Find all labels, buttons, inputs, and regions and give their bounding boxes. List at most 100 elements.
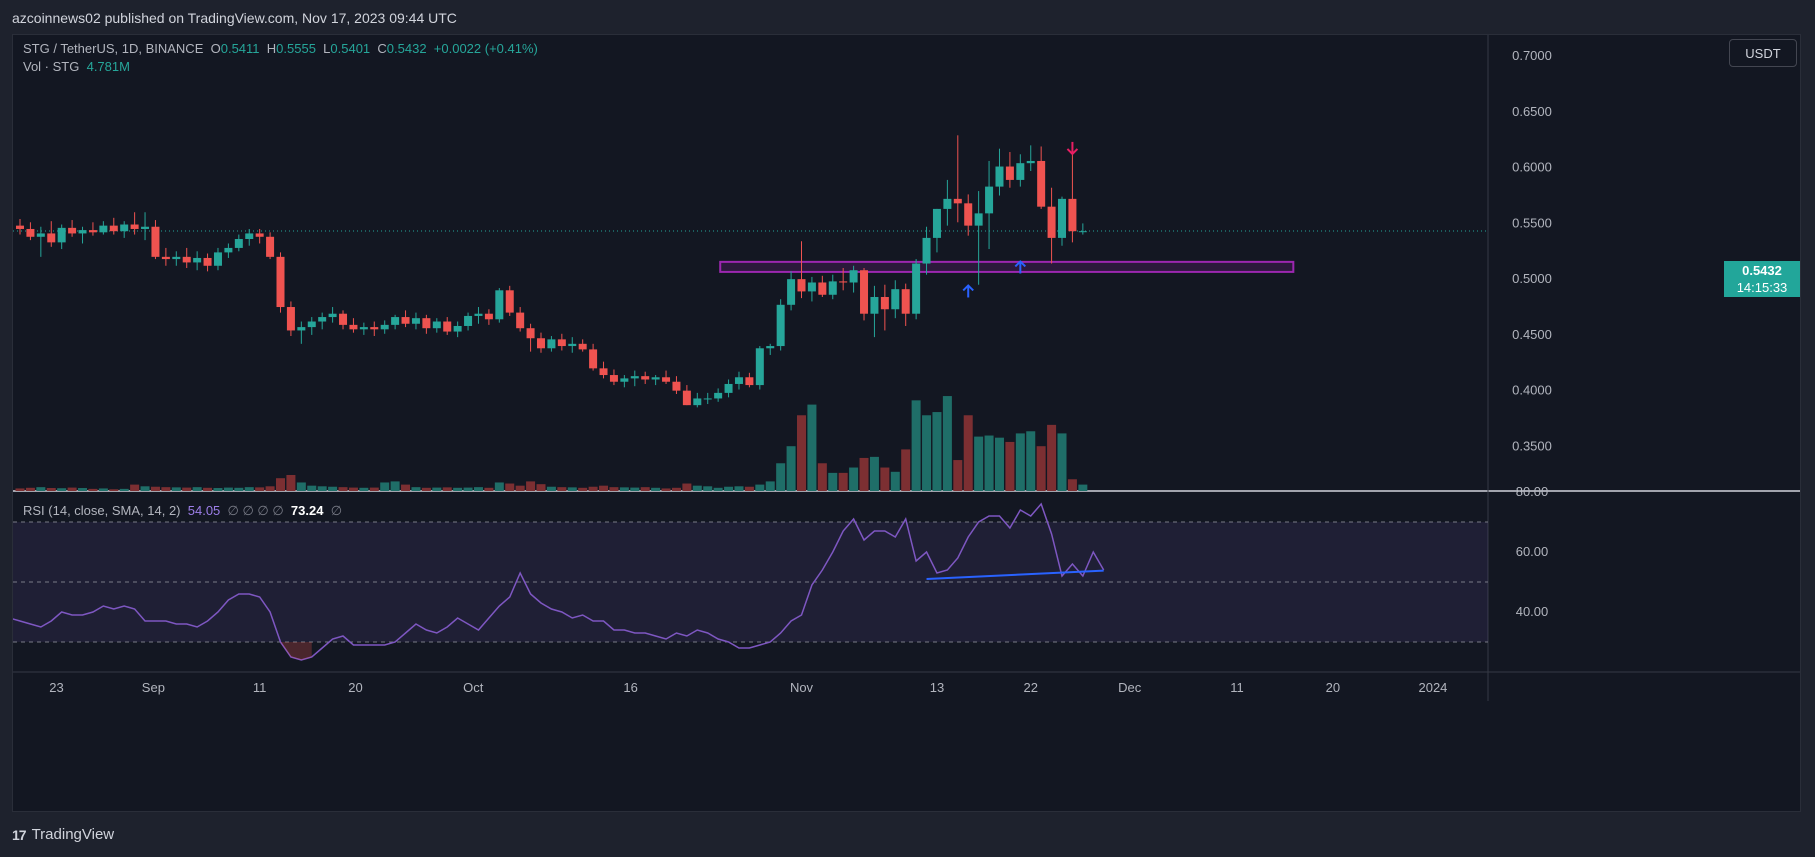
volume-bar <box>192 487 202 491</box>
candle-body <box>224 247 233 253</box>
volume-bar <box>974 436 984 491</box>
candle-body <box>766 346 775 349</box>
volume-bar <box>911 400 921 491</box>
candle-body <box>193 257 202 263</box>
time-tick-label: 11 <box>253 680 267 695</box>
volume-bar <box>744 486 754 491</box>
candle-body <box>276 256 285 308</box>
volume-bar <box>599 485 609 491</box>
volume-bar <box>869 456 879 491</box>
close-value: 0.5432 <box>386 41 427 56</box>
volume-bar <box>786 446 796 491</box>
volume-bar <box>109 489 119 491</box>
volume-bar <box>484 487 494 491</box>
candle-body <box>609 375 618 382</box>
candle-body <box>662 377 671 382</box>
volume-bar <box>505 483 515 491</box>
candle-body <box>922 237 931 264</box>
volume-bar <box>578 487 588 491</box>
volume-bar <box>755 484 765 491</box>
candle-body <box>787 279 796 305</box>
candle-body <box>255 233 264 237</box>
candle-body <box>912 263 921 314</box>
candle-body <box>370 327 379 330</box>
arrow-down-icon <box>1066 141 1079 156</box>
candle-body <box>682 390 691 406</box>
candle-body <box>359 327 368 330</box>
volume-bar <box>1047 424 1057 491</box>
candle-body <box>745 377 754 386</box>
arrow-up-icon <box>1014 260 1027 274</box>
candle-body <box>807 282 816 292</box>
candle-body <box>120 224 129 232</box>
candle-body <box>995 166 1004 187</box>
volume-bar <box>307 485 317 491</box>
candle-body <box>964 203 973 226</box>
candle-body <box>703 398 712 400</box>
candle-body <box>203 257 212 266</box>
volume-bar <box>328 486 338 491</box>
volume-bar <box>88 488 98 491</box>
volume-bar <box>390 481 400 491</box>
candle-body <box>234 239 243 248</box>
volume-bar <box>588 486 598 491</box>
candle-body <box>891 289 900 310</box>
close-label: C <box>377 41 387 56</box>
rsi-oversold-fill <box>280 642 312 660</box>
candle-body <box>578 343 587 350</box>
candle-body <box>36 233 45 237</box>
symbol-name[interactable]: STG / TetherUS, 1D, BINANCE <box>23 41 204 56</box>
volume-bar <box>1067 479 1077 491</box>
candle-body <box>266 236 275 257</box>
time-tick-label: Dec <box>1118 680 1142 695</box>
volume-bar <box>661 488 671 491</box>
time-tick-label: 22 <box>1024 680 1038 695</box>
symbol-legend[interactable]: STG / TetherUS, 1D, BINANCE O0.5411 H0.5… <box>23 41 538 56</box>
volume-bar <box>546 486 556 491</box>
volume-bar <box>797 415 806 491</box>
volume-bar <box>1026 431 1036 491</box>
candle-body <box>141 226 150 229</box>
volume-bar <box>734 486 744 491</box>
volume-legend[interactable]: Vol · STG 4.781M <box>23 59 130 74</box>
candle-body <box>297 327 306 331</box>
volume-bar <box>286 475 296 491</box>
volume-bar <box>682 483 692 491</box>
volume-bar <box>557 487 567 491</box>
volume-bar <box>1015 433 1025 491</box>
volume-bar <box>234 487 244 491</box>
rsi-legend[interactable]: RSI (14, close, SMA, 14, 2) 54.05 ∅ ∅ ∅ … <box>23 503 342 519</box>
volume-bar <box>619 487 629 491</box>
candle-body <box>693 398 702 406</box>
currency-button[interactable]: USDT <box>1729 39 1797 67</box>
candle-body <box>26 228 35 237</box>
candle-body <box>16 225 24 229</box>
candle-body <box>568 343 577 347</box>
candle-body <box>495 290 504 320</box>
chart-canvas[interactable]: 0.3500 0.4000 0.4500 0.5000 0.5500 0.6000 0.65… <box>13 35 1801 812</box>
candle-body <box>57 227 66 243</box>
volume-bar <box>25 487 35 491</box>
candle-body <box>88 230 97 233</box>
volume-bar <box>255 487 265 491</box>
volume-bar <box>57 488 67 491</box>
candle-body <box>464 315 473 326</box>
volume-bar <box>463 487 473 491</box>
volume-bar <box>849 467 859 491</box>
arrow-head <box>1066 148 1079 156</box>
candle-body <box>130 224 139 229</box>
time-tick-label: Oct <box>463 680 484 695</box>
candle-body <box>245 233 254 240</box>
last-price: 0.5432 <box>1742 263 1782 278</box>
volume-bar <box>963 415 973 491</box>
candle-body <box>1037 160 1046 207</box>
volume-bar <box>161 487 171 491</box>
tradingview-brand[interactable]: 17 TradingView <box>12 826 114 843</box>
volume-bar <box>713 487 723 491</box>
volume-bar <box>901 449 911 491</box>
volume-bar <box>98 488 108 491</box>
chart-frame[interactable]: 0.3500 0.4000 0.4500 0.5000 0.5500 0.6000 0.65… <box>12 34 1801 812</box>
volume-bar <box>609 487 619 491</box>
volume-bar <box>380 482 390 491</box>
candle-body <box>318 317 327 322</box>
